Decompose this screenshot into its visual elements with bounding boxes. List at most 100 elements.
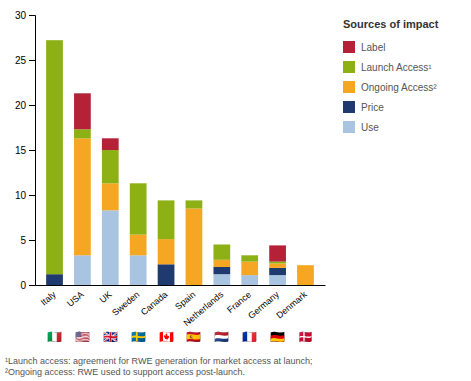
bar	[130, 183, 147, 184]
legend-swatch	[343, 81, 355, 93]
x-tick-label: Spain	[173, 289, 197, 311]
flag: 🇩🇪	[270, 330, 285, 344]
legend-swatch	[343, 121, 355, 133]
x-tick-label: Sweden	[110, 289, 141, 318]
legend-item: Use	[343, 121, 379, 133]
flag: 🇩🇰	[298, 330, 313, 344]
bar	[46, 40, 63, 274]
y-tick-label: 0	[20, 280, 26, 291]
y-axis: 0 5 10 15 20 25 30	[15, 10, 36, 291]
legend-swatch	[343, 41, 355, 53]
bar	[269, 262, 286, 264]
y-tick: 0	[20, 280, 35, 291]
bar	[269, 245, 286, 261]
bar	[130, 183, 147, 234]
y-tick-label: 25	[15, 55, 27, 66]
legend-item: Label	[343, 41, 385, 53]
y-tick: 20	[15, 100, 35, 111]
bar	[158, 239, 175, 264]
bar	[297, 265, 314, 266]
flag: 🇺🇸	[75, 330, 90, 344]
x-tick: Canada	[139, 285, 170, 317]
y-tick-label: 30	[15, 10, 27, 21]
y-tick: 15	[15, 145, 35, 156]
x-tick: Italy	[39, 285, 58, 308]
chart: 0 5 10 15 20 25 30 Italy USA UKSwedenCanadaSpainN…	[0, 0, 471, 381]
bar-series	[74, 210, 286, 285]
bar	[158, 200, 175, 239]
bar	[213, 245, 230, 260]
x-tick: UK	[98, 285, 114, 305]
y-tick: 25	[15, 55, 35, 66]
x-tick: Sweden	[110, 285, 141, 318]
bar	[186, 200, 203, 201]
bar	[74, 138, 91, 255]
x-tick-label: Denmark	[274, 289, 309, 320]
bar-series	[74, 138, 314, 285]
y-tick-label: 5	[20, 235, 26, 246]
legend: Sources of impact Label Launch Access¹ Ongo…	[343, 18, 439, 133]
x-tick: Netherlands	[182, 285, 226, 328]
x-axis-line	[36, 285, 326, 286]
y-axis-line	[29, 16, 36, 286]
bar	[269, 275, 286, 285]
flags: 🇮🇹🇺🇸🇬🇧🇸🇪🇨🇦🇪🇸🇳🇱🇫🇷🇩🇪🇩🇰	[47, 330, 313, 344]
x-tick: USA	[65, 285, 86, 309]
bar	[213, 267, 230, 274]
legend-label: Label	[361, 42, 385, 53]
bar	[46, 274, 63, 285]
bar	[158, 264, 175, 285]
bar	[130, 235, 147, 256]
bar	[102, 138, 119, 150]
y-tick-mark	[29, 240, 35, 241]
legend-swatch	[343, 101, 355, 113]
bar-series	[74, 93, 286, 261]
footnote: ²Ongoing access: RWE used to support acc…	[5, 367, 245, 377]
bars	[46, 40, 314, 285]
footnote: ¹Launch access: agreement for RWE genera…	[5, 356, 313, 366]
bar	[186, 209, 203, 286]
flag: 🇳🇱	[214, 330, 229, 344]
y-tick-mark	[29, 195, 35, 196]
y-tick: 30	[15, 10, 35, 21]
bar	[269, 268, 286, 275]
bar	[130, 255, 147, 285]
footnotes: ¹Launch access: agreement for RWE genera…	[5, 356, 313, 377]
bar	[213, 244, 230, 245]
legend-title: Sources of impact	[343, 18, 439, 30]
y-tick-mark	[29, 150, 35, 151]
y-tick-label: 10	[15, 190, 27, 201]
bar	[102, 183, 119, 210]
y-tick: 5	[20, 235, 35, 246]
bar	[241, 255, 258, 256]
y-tick-label: 20	[15, 100, 27, 111]
flag: 🇬🇧	[103, 330, 118, 344]
bar	[74, 129, 91, 138]
x-tick-label: Italy	[39, 289, 58, 308]
x-tick-label: Canada	[139, 289, 170, 317]
flag: 🇨🇦	[159, 330, 174, 344]
y-tick-mark	[29, 105, 35, 106]
bar-series	[46, 40, 286, 274]
x-tick-label: UK	[98, 289, 114, 305]
flag: 🇪🇸	[186, 330, 201, 344]
y-tick-label: 15	[15, 145, 27, 156]
bar	[102, 210, 119, 285]
legend-label: Ongoing Access²	[361, 82, 437, 93]
legend-label: Launch Access¹	[361, 62, 432, 73]
bar	[74, 255, 91, 285]
bar	[241, 275, 258, 285]
plot: 0 5 10 15 20 25 30 Italy USA UKSwedenCanadaSpainN…	[15, 10, 326, 344]
bar	[213, 274, 230, 285]
bar	[241, 262, 258, 276]
flag: 🇫🇷	[242, 330, 257, 344]
bar	[213, 260, 230, 267]
bar	[46, 40, 63, 41]
y-tick-mark	[29, 285, 35, 286]
bar	[102, 150, 119, 183]
bar	[269, 263, 286, 268]
bar	[241, 255, 258, 261]
bar	[186, 200, 203, 208]
flag: 🇮🇹	[47, 330, 62, 344]
x-axis: ItalyUSAUKSwedenCanadaSpainNetherlandsFr…	[36, 285, 326, 328]
